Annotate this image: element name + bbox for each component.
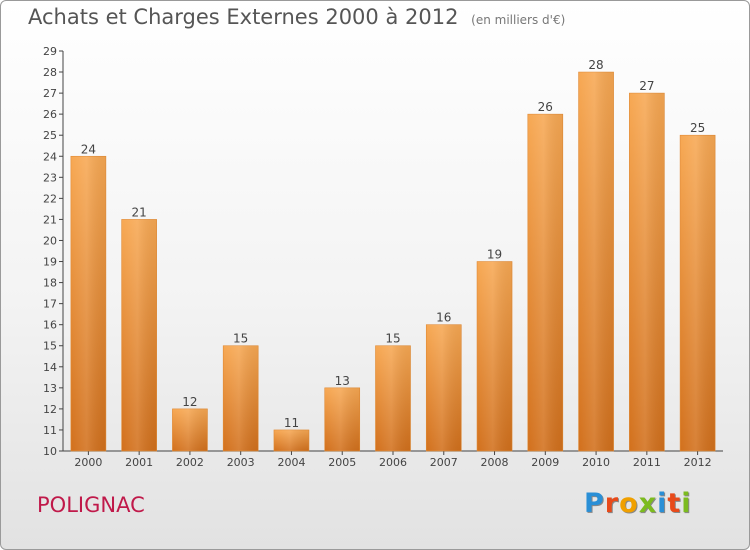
bar-shine (121, 219, 157, 451)
y-tick-label: 21 (43, 213, 57, 226)
logo-letter: P (584, 488, 605, 519)
bar-shine (680, 135, 716, 452)
y-tick-label: 28 (43, 66, 57, 79)
bar-shine (629, 93, 665, 452)
bar-shine (172, 408, 208, 451)
y-tick-label: 16 (43, 319, 57, 332)
x-tick-label: 2006 (379, 456, 407, 469)
x-tick-label: 2004 (277, 456, 305, 469)
y-tick-label: 25 (43, 129, 57, 142)
bar-value-label: 11 (284, 416, 299, 430)
bar-shine (426, 324, 462, 451)
logo-letter: o (619, 488, 639, 519)
commune-name: POLIGNAC (37, 493, 145, 517)
bar-shine (223, 345, 259, 451)
x-tick-label: 2001 (125, 456, 153, 469)
bar-shine (477, 261, 513, 451)
x-tick-label: 2000 (74, 456, 102, 469)
bar-value-label: 24 (81, 142, 96, 156)
x-tick-label: 2011 (633, 456, 661, 469)
bar-value-label: 15 (385, 332, 400, 346)
y-tick-label: 14 (43, 361, 57, 374)
logo-letter: i (681, 488, 692, 519)
bar-value-label: 15 (233, 332, 248, 346)
y-tick-label: 11 (43, 424, 57, 437)
y-tick-label: 18 (43, 277, 57, 290)
bar-shine (578, 72, 614, 451)
x-tick-label: 2003 (227, 456, 255, 469)
y-tick-label: 20 (43, 234, 57, 247)
bar-shine (324, 387, 360, 451)
logo-letter: t (667, 488, 682, 519)
bar-shine (527, 114, 563, 451)
y-tick-label: 26 (43, 108, 57, 121)
logo-letter: i (657, 488, 668, 519)
y-tick-label: 12 (43, 403, 57, 416)
x-tick-label: 2009 (531, 456, 559, 469)
bar-shine (273, 429, 309, 451)
chart-subtitle: (en milliers d'€) (471, 13, 566, 27)
chart-title-text: Achats et Charges Externes 2000 à 2012 (28, 5, 459, 29)
bar-shine (70, 156, 106, 451)
y-tick-label: 24 (43, 150, 57, 163)
bar-value-label: 27 (639, 79, 654, 93)
bar-value-label: 16 (436, 311, 451, 325)
chart-title: Achats et Charges Externes 2000 à 2012 (… (28, 5, 565, 29)
x-tick-label: 2010 (582, 456, 610, 469)
bar-value-label: 19 (487, 248, 502, 262)
y-tick-label: 22 (43, 192, 57, 205)
y-tick-label: 23 (43, 171, 57, 184)
bar-value-label: 12 (182, 395, 197, 409)
bar-value-label: 28 (588, 58, 603, 72)
bar-value-label: 26 (538, 100, 553, 114)
proxiti-logo: Proxiti (584, 488, 692, 519)
logo-letter: x (638, 488, 658, 519)
x-tick-label: 2002 (176, 456, 204, 469)
bar-value-label: 25 (690, 121, 705, 135)
bar-value-label: 13 (335, 374, 350, 388)
y-tick-label: 15 (43, 340, 57, 353)
y-tick-label: 13 (43, 382, 57, 395)
logo-letter: r (604, 488, 620, 519)
x-tick-label: 2007 (430, 456, 458, 469)
y-tick-label: 10 (43, 445, 57, 458)
y-tick-label: 27 (43, 87, 57, 100)
y-tick-label: 29 (43, 45, 57, 58)
bar-shine (375, 345, 411, 451)
x-tick-label: 2012 (684, 456, 712, 469)
y-tick-label: 17 (43, 298, 57, 311)
y-tick-label: 19 (43, 256, 57, 269)
x-tick-label: 2005 (328, 456, 356, 469)
bar-value-label: 21 (132, 205, 147, 219)
x-tick-label: 2008 (481, 456, 509, 469)
